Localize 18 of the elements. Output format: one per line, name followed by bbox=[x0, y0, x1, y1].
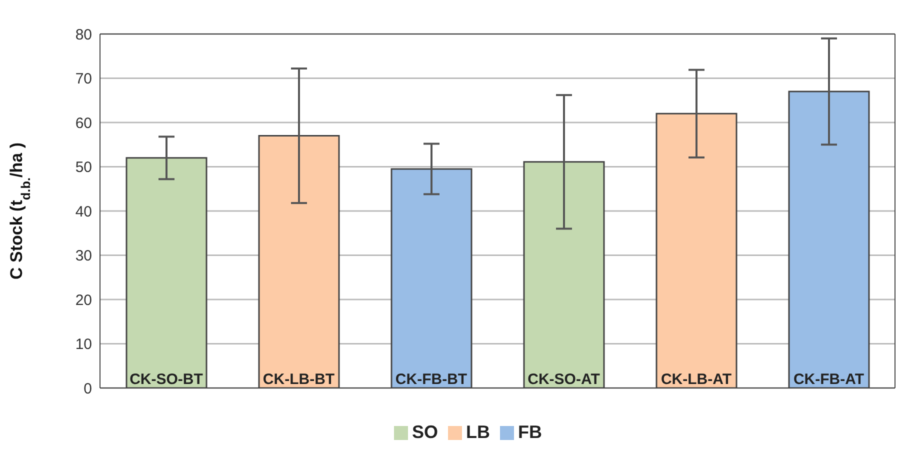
y-tick-label: 30 bbox=[75, 248, 92, 265]
y-tick-label: 40 bbox=[75, 203, 92, 220]
x-tick-label: CK-SO-BT bbox=[130, 371, 203, 388]
x-tick-label: CK-LB-AT bbox=[660, 371, 732, 388]
y-tick-label: 10 bbox=[75, 336, 92, 354]
legend-label: SO bbox=[412, 422, 438, 442]
x-tick-label: CK-FB-AT bbox=[793, 371, 864, 388]
y-tick-label: 20 bbox=[75, 292, 92, 309]
y-tick-label: 50 bbox=[75, 159, 92, 176]
x-tick-label: CK-FB-BT bbox=[395, 371, 468, 388]
y-tick-label: 80 bbox=[75, 26, 92, 44]
x-tick-label: CK-SO-AT bbox=[528, 371, 600, 388]
y-tick-label: 0 bbox=[84, 380, 92, 398]
legend-label: FB bbox=[518, 422, 542, 442]
y-tick-label: 70 bbox=[75, 70, 92, 88]
y-tick-label: 60 bbox=[75, 114, 92, 132]
legend-label: LB bbox=[466, 422, 490, 442]
x-tick-label: CK-LB-BT bbox=[262, 371, 335, 388]
